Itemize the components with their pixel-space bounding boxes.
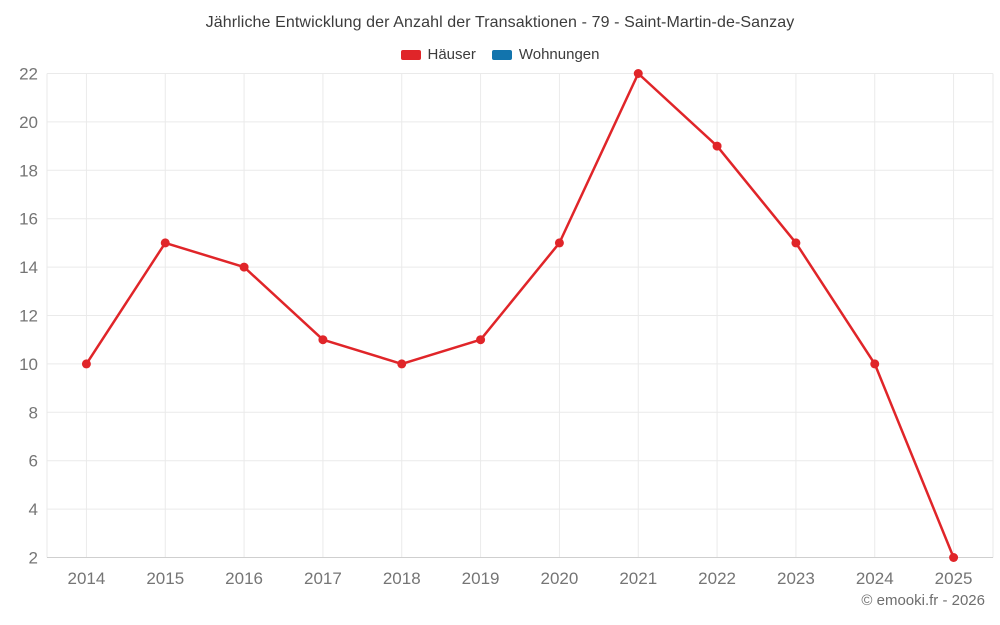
- svg-text:10: 10: [19, 355, 38, 374]
- copyright-text: © emooki.fr - 2026: [861, 592, 985, 609]
- svg-text:2021: 2021: [619, 569, 657, 588]
- chart-title: Jährliche Entwicklung der Anzahl der Tra…: [205, 14, 795, 31]
- svg-text:12: 12: [19, 307, 38, 326]
- svg-text:16: 16: [19, 210, 38, 229]
- svg-text:2016: 2016: [225, 569, 263, 588]
- svg-text:2017: 2017: [304, 569, 342, 588]
- svg-text:6: 6: [29, 452, 38, 471]
- svg-text:2024: 2024: [856, 569, 894, 588]
- legend-label-wohnungen: Wohnungen: [518, 46, 600, 63]
- legend-swatch-wohnungen-icon: [491, 49, 512, 60]
- svg-text:2019: 2019: [462, 569, 500, 588]
- svg-text:2015: 2015: [146, 569, 184, 588]
- svg-text:14: 14: [19, 258, 38, 277]
- legend-item-wohnungen[interactable]: Wohnungen: [491, 46, 600, 63]
- legend-label-haeuser: Häuser: [427, 46, 476, 63]
- legend-item-haeuser[interactable]: Häuser: [400, 46, 476, 63]
- svg-text:2023: 2023: [777, 569, 815, 588]
- legend-swatch-haeuser-icon: [400, 49, 421, 60]
- svg-text:20: 20: [19, 113, 38, 132]
- svg-text:22: 22: [19, 65, 38, 84]
- svg-text:2018: 2018: [383, 569, 421, 588]
- svg-text:2022: 2022: [698, 569, 736, 588]
- svg-text:2025: 2025: [935, 569, 973, 588]
- svg-text:4: 4: [29, 500, 38, 519]
- svg-text:2014: 2014: [68, 569, 106, 588]
- svg-text:18: 18: [19, 161, 38, 180]
- svg-text:2020: 2020: [541, 569, 579, 588]
- chart-legend: Häuser Wohnungen: [0, 46, 1000, 63]
- svg-text:2: 2: [29, 549, 38, 568]
- svg-text:8: 8: [29, 403, 38, 422]
